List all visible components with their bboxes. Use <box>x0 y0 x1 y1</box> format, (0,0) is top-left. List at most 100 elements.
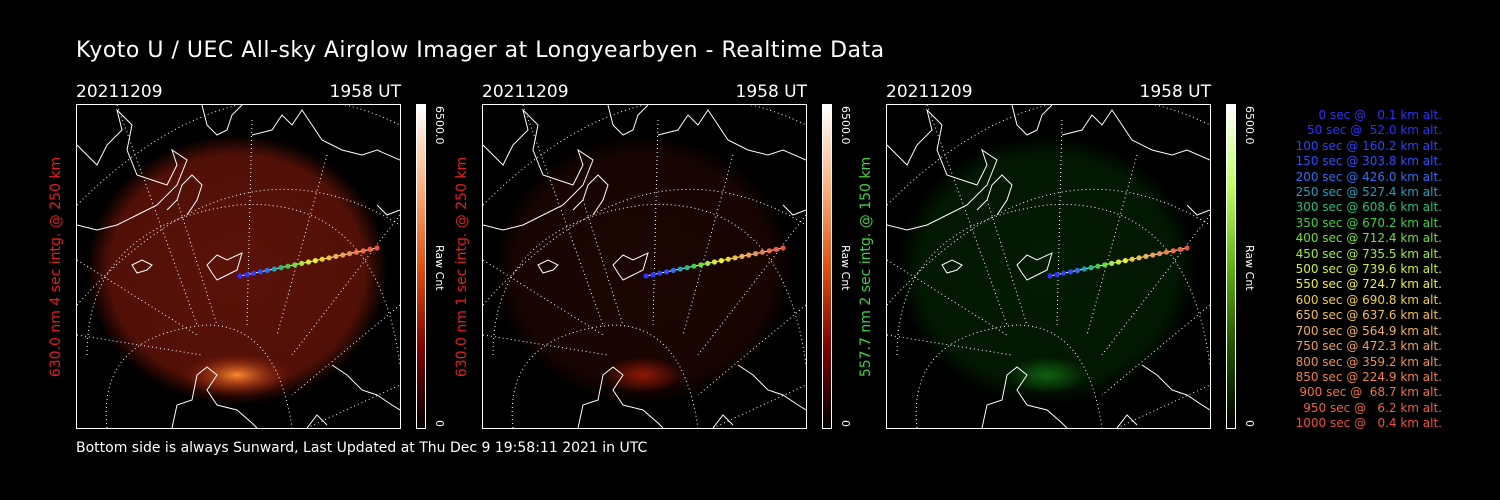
footer-note: Bottom side is always Sunward, Last Upda… <box>76 440 648 456</box>
aurora-patch <box>1007 357 1087 393</box>
track-point <box>773 246 779 252</box>
image-panel-557-2s: 20211209 1958 UT 557.7 nm 2 sec intg. @ … <box>858 82 1256 429</box>
track-point <box>746 252 752 258</box>
track-point <box>1143 253 1149 259</box>
track-point <box>251 270 257 276</box>
track-point <box>1115 259 1122 265</box>
colorbar <box>416 104 426 429</box>
allsky-map <box>482 104 807 429</box>
track-point <box>711 259 718 265</box>
track-point <box>753 251 759 257</box>
track-point <box>237 273 243 279</box>
panel-date: 20211209 <box>76 82 163 102</box>
coastlines <box>887 105 1210 428</box>
satellite-track <box>237 245 380 279</box>
track-point <box>670 267 676 273</box>
track-point <box>1067 269 1074 275</box>
track-point <box>340 252 346 258</box>
colorbar <box>1226 104 1236 429</box>
track-point <box>292 262 298 268</box>
track-point <box>367 246 373 252</box>
track-point <box>347 251 353 257</box>
track-point <box>1136 255 1142 261</box>
track-point <box>319 256 325 262</box>
track-point <box>657 270 663 276</box>
legend-row: 400 sec @ 712.4 km alt. <box>1291 231 1442 246</box>
legend-row: 850 sec @ 224.9 km alt. <box>1291 369 1442 384</box>
track-point <box>271 266 277 272</box>
track-point <box>718 258 724 264</box>
allsky-map <box>886 104 1211 429</box>
track-point <box>1074 267 1080 273</box>
track-point <box>299 260 305 266</box>
map-layer <box>483 105 806 428</box>
track-point <box>691 263 697 269</box>
wavelength-label: 630.0 nm 4 sec intg. @ 250 km <box>48 156 64 377</box>
wavelength-label: 557.7 nm 2 sec intg. @ 150 km <box>858 156 874 377</box>
image-panel-630-4s: 20211209 1958 UT 630.0 nm 4 sec intg. @ … <box>48 82 446 429</box>
panel-date: 20211209 <box>886 82 973 102</box>
legend-row: 200 sec @ 426.0 km alt. <box>1291 169 1442 184</box>
aurora-patch <box>182 353 292 397</box>
geo-grid <box>887 105 1210 428</box>
track-point <box>1129 256 1135 262</box>
track-point <box>353 249 360 255</box>
legend-row: 1000 sec @ 0.4 km alt. <box>1295 416 1442 431</box>
aurora-patch <box>603 357 683 393</box>
track-point <box>1109 260 1115 266</box>
coastlines <box>483 105 806 428</box>
track-point <box>305 259 312 265</box>
legend-row: 500 sec @ 739.6 km alt. <box>1291 262 1442 277</box>
track-point <box>739 253 745 259</box>
track-point <box>1102 262 1108 268</box>
track-point <box>1095 263 1101 269</box>
track-point <box>285 263 291 269</box>
page-title: Kyoto U / UEC All-sky Airglow Imager at … <box>76 38 885 63</box>
wavelength-label: 630.0 nm 1 sec intg. @ 250 km <box>454 156 470 377</box>
track-point <box>1122 258 1128 264</box>
track-point <box>1061 270 1067 276</box>
legend-row: 450 sec @ 735.5 km alt. <box>1291 246 1442 261</box>
panel-date: 20211209 <box>482 82 569 102</box>
track-point <box>650 272 656 278</box>
track-point <box>257 269 264 275</box>
track-point <box>360 248 366 254</box>
legend-row: 150 sec @ 303.8 km alt. <box>1291 154 1442 169</box>
legend-row: 50 sec @ 52.0 km alt. <box>1299 123 1442 138</box>
coastlines <box>77 105 400 428</box>
track-point <box>1088 265 1094 271</box>
track-point <box>1150 252 1156 258</box>
track-point <box>780 245 786 251</box>
track-point <box>1184 245 1190 251</box>
geo-grid <box>483 105 806 428</box>
track-point <box>732 255 738 261</box>
track-point <box>1081 266 1087 272</box>
map-layer <box>77 105 400 428</box>
image-panel-630-1s: 20211209 1958 UT 630.0 nm 1 sec intg. @ … <box>454 82 852 429</box>
legend-row: 250 sec @ 527.4 km alt. <box>1291 185 1442 200</box>
map-layer <box>887 105 1210 428</box>
legend-row: 750 sec @ 472.3 km alt. <box>1291 339 1442 354</box>
legend-row: 700 sec @ 564.9 km alt. <box>1291 323 1442 338</box>
panel-time: 1958 UT <box>329 82 402 102</box>
legend-row: 550 sec @ 724.7 km alt. <box>1291 277 1442 292</box>
track-point <box>1054 272 1060 278</box>
track-point <box>333 253 339 259</box>
track-point <box>264 267 270 273</box>
track-point <box>698 262 704 268</box>
colorbar <box>822 104 832 429</box>
track-point <box>684 265 690 271</box>
legend-row: 650 sec @ 637.6 km alt. <box>1291 308 1442 323</box>
legend-row: 900 sec @ 68.7 km alt. <box>1295 385 1442 400</box>
legend-row: 100 sec @ 160.2 km alt. <box>1291 138 1442 153</box>
track-point <box>312 258 318 264</box>
track-point <box>725 256 731 262</box>
legend-row: 600 sec @ 690.8 km alt. <box>1291 292 1442 307</box>
track-point <box>1177 246 1183 252</box>
legend-row: 350 sec @ 670.2 km alt. <box>1291 215 1442 230</box>
track-point <box>278 265 284 271</box>
legend-row: 950 sec @ 6.2 km alt. <box>1299 400 1442 415</box>
track-point <box>643 273 649 279</box>
track-point <box>1170 248 1176 254</box>
track-point <box>1163 249 1170 255</box>
